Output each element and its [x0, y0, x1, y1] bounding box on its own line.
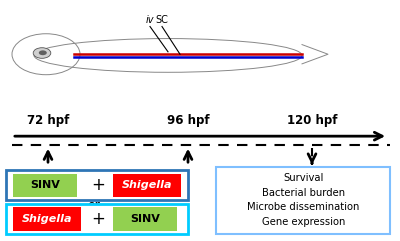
Text: or: or [88, 199, 100, 212]
FancyBboxPatch shape [6, 170, 188, 200]
Text: Shigella: Shigella [22, 214, 72, 224]
FancyBboxPatch shape [113, 174, 181, 197]
Text: +: + [91, 176, 105, 194]
Text: Survival: Survival [283, 173, 323, 183]
FancyBboxPatch shape [113, 207, 177, 231]
Text: Shigella: Shigella [122, 180, 172, 190]
Circle shape [33, 48, 51, 58]
Text: 72 hpf: 72 hpf [27, 114, 69, 127]
Text: iv: iv [146, 15, 154, 25]
FancyBboxPatch shape [13, 207, 81, 231]
Text: 96 hpf: 96 hpf [167, 114, 209, 127]
FancyBboxPatch shape [216, 167, 390, 234]
Text: Microbe dissemination: Microbe dissemination [247, 202, 359, 212]
Text: SINV: SINV [130, 214, 160, 224]
Text: SINV: SINV [30, 180, 60, 190]
Text: Gene expression: Gene expression [262, 217, 345, 227]
Text: SC: SC [156, 15, 168, 25]
Text: 120 hpf: 120 hpf [287, 114, 337, 127]
Text: +: + [91, 210, 105, 228]
Text: Bacterial burden: Bacterial burden [262, 188, 345, 198]
FancyBboxPatch shape [6, 204, 188, 234]
FancyBboxPatch shape [13, 174, 77, 197]
Circle shape [39, 50, 47, 55]
